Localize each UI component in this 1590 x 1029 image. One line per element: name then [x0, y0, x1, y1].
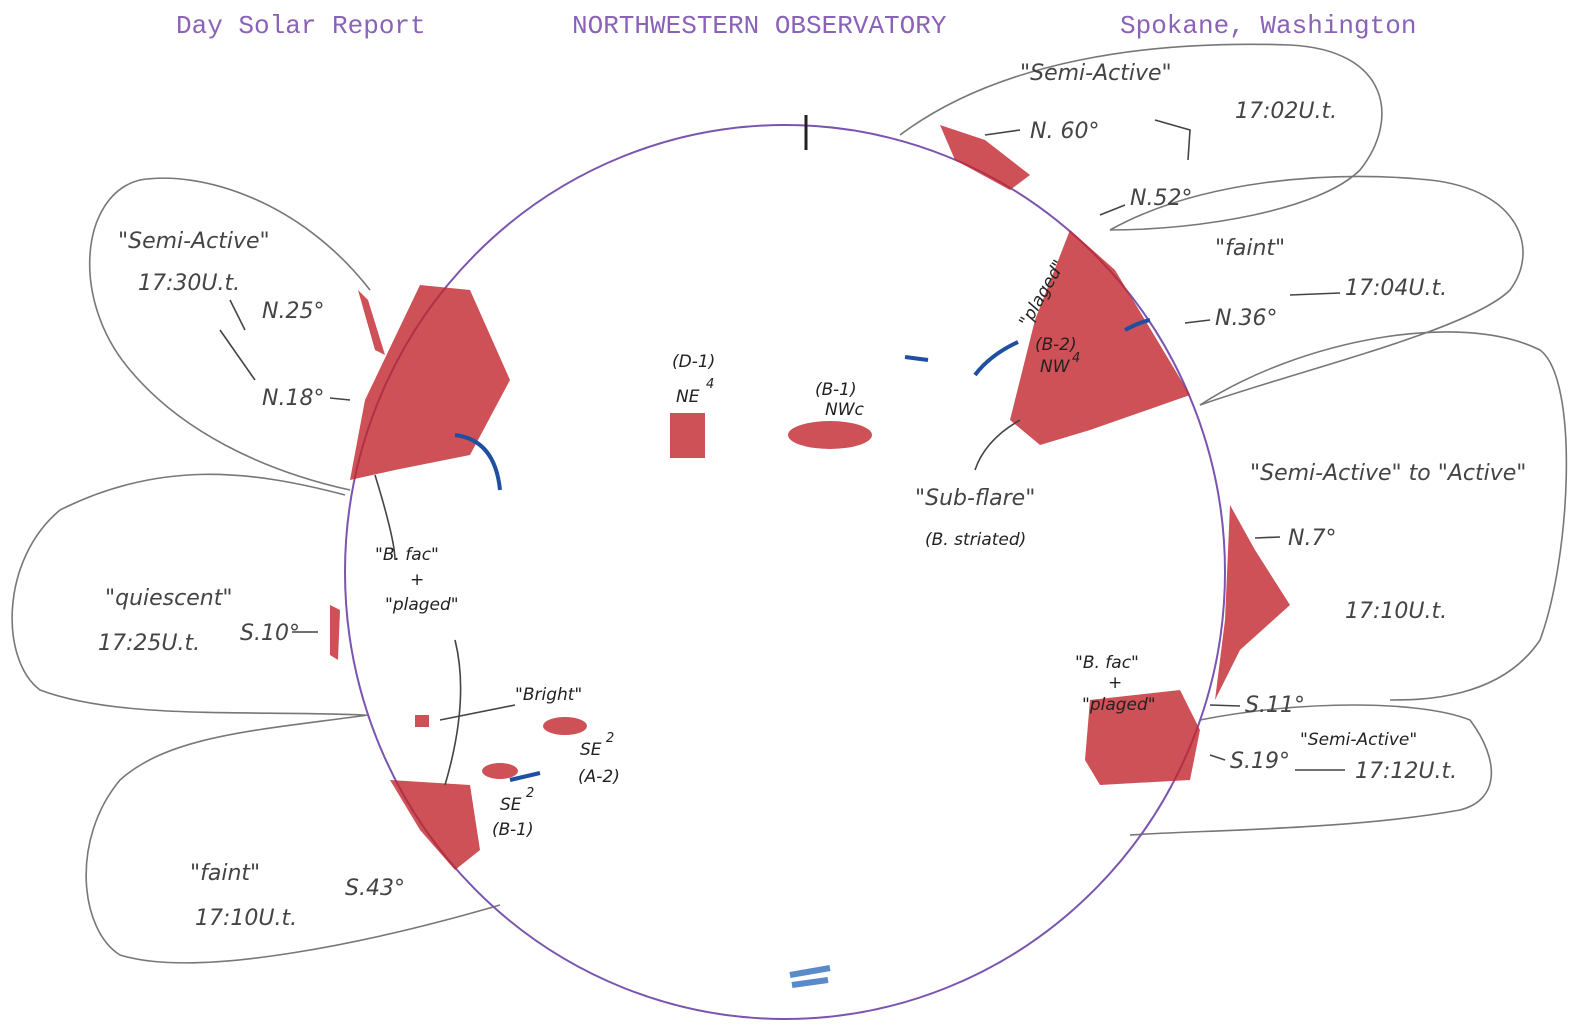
region-sup: 4 — [706, 377, 714, 392]
solar-disk — [344, 124, 1226, 1020]
latitude: N. 60° — [1030, 119, 1099, 144]
latitude: N.7° — [1288, 526, 1336, 551]
header-right: Spokane, Washington — [1120, 11, 1416, 41]
plages — [330, 125, 1290, 870]
latitude: S.43° — [345, 876, 405, 901]
time: 17:25U.t. — [98, 631, 200, 656]
region-id: (D-1) — [672, 352, 715, 372]
note: "plaged" — [385, 595, 459, 615]
region-id: (B-2) — [1035, 335, 1077, 355]
time: 17:30U.t. — [138, 271, 240, 296]
activity: "faint" — [1215, 236, 1285, 261]
latitude: S.10° — [240, 621, 300, 646]
time: 17:10U.t. — [1345, 599, 1447, 624]
activity: "faint" — [190, 861, 260, 886]
region-class: NWc — [825, 400, 865, 420]
region-class: NW — [1040, 357, 1071, 377]
activity: "Semi-Active" — [1020, 61, 1172, 86]
note: "B. fac" — [1075, 653, 1139, 673]
note: + — [1108, 673, 1122, 693]
note: "Sub-flare" — [915, 486, 1035, 511]
note: "plaged" — [1082, 695, 1156, 715]
region-sup: 2 — [606, 731, 614, 746]
latitude: S.19° — [1230, 749, 1290, 774]
note: + — [410, 570, 424, 590]
header-center: NORTHWESTERN OBSERVATORY — [572, 11, 947, 41]
note: (B. striated) — [925, 530, 1026, 550]
region-sup: 4 — [1072, 351, 1080, 366]
time: 17:12U.t. — [1355, 759, 1457, 784]
activity: "Semi-Active" — [118, 229, 270, 254]
region-class: NE — [676, 387, 700, 407]
note: "B. fac" — [375, 545, 439, 565]
leaders — [219, 119, 1345, 786]
activity: "Semi-Active" — [1300, 730, 1417, 750]
latitude: N.36° — [1215, 306, 1277, 331]
blue-marks — [454, 318, 1151, 988]
balloons — [11, 43, 1568, 964]
region-id: (B-1) — [815, 380, 857, 400]
time: 17:10U.t. — [195, 906, 297, 931]
time: 17:04U.t. — [1345, 276, 1447, 301]
latitude: N.52° — [1130, 186, 1192, 211]
activity: "quiescent" — [105, 586, 232, 611]
region-id: (B-1) — [492, 820, 534, 840]
header-left: Day Solar Report — [176, 11, 426, 41]
region-class: SE — [580, 740, 602, 760]
region-id: (A-2) — [578, 767, 620, 787]
latitude: S.11° — [1245, 693, 1305, 718]
time: 17:02U.t. — [1235, 99, 1337, 124]
region-class: SE — [500, 795, 522, 815]
note: "Bright" — [515, 685, 582, 705]
activity: "Semi-Active" to "Active" — [1250, 461, 1526, 486]
region-sup: 2 — [526, 786, 534, 801]
latitude: N.18° — [262, 386, 324, 411]
latitude: N.25° — [262, 299, 324, 324]
